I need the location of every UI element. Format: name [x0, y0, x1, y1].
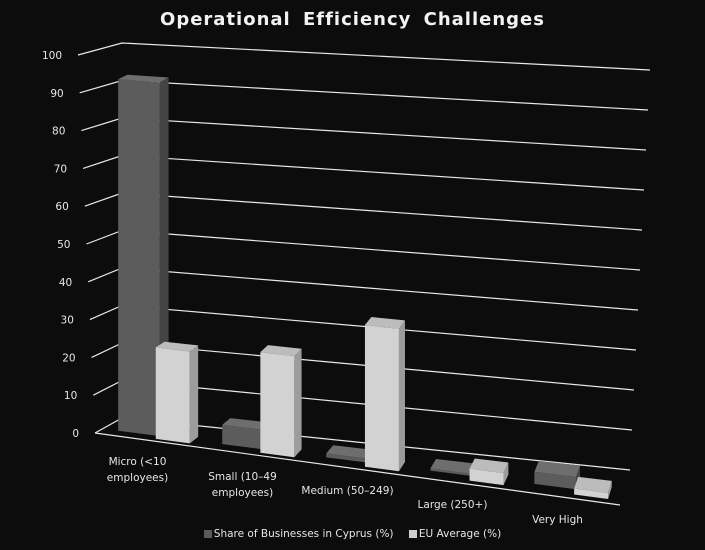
bar-top [430, 459, 478, 474]
x-tick-label: Very High [498, 512, 618, 528]
x-tick-label-line: Medium (50–249) [301, 485, 394, 497]
bar-top [155, 341, 199, 352]
x-tick-label-line: employees) [106, 472, 169, 485]
x-tick-label: Medium (50–249) [288, 483, 408, 499]
bar [326, 453, 368, 463]
bar-top [469, 458, 509, 474]
bar-side [608, 480, 612, 500]
y-tick-label: 80 [52, 126, 65, 138]
x-tick-label: Large (250+) [393, 497, 513, 513]
bar-side [398, 320, 405, 472]
gridline [87, 267, 639, 311]
bar [574, 488, 609, 500]
y-tick-label: 30 [61, 315, 74, 327]
x-tick-label-line: employees) [211, 486, 274, 499]
floor-front-edge [94, 432, 621, 506]
x-tick-label: Small (10–49 employees) [183, 469, 303, 501]
legend-swatch [203, 530, 212, 538]
bar-top [222, 418, 272, 431]
bar [260, 352, 295, 458]
bar [534, 471, 576, 490]
gridline [86, 229, 641, 271]
y-tick-label: 40 [59, 277, 72, 289]
legend-item-cyprus: Share of Businesses in Cyprus (%) [203, 528, 394, 540]
x-tick-label-line: Micro (<10 [108, 456, 167, 469]
chart-title: Operational Efficiency Challenges [160, 9, 545, 30]
y-tick-label: 100 [42, 50, 62, 62]
legend-item-eu: EU Average (%) [408, 528, 502, 540]
bar-side [503, 462, 509, 486]
y-tick-label: 0 [72, 428, 79, 440]
bar-top [326, 445, 375, 459]
x-tick-label: Micro (<10 employees) [78, 454, 198, 486]
bar-top [118, 74, 169, 83]
legend-label: Share of Businesses in Cyprus (%) [213, 528, 394, 540]
bar-top [574, 476, 612, 493]
y-tick-label: 70 [54, 163, 67, 175]
gridline [77, 42, 651, 71]
bar [364, 325, 399, 472]
x-tick-label-line: Large (250+) [417, 499, 488, 512]
bar-top [260, 345, 302, 357]
bar-side [294, 348, 302, 458]
x-tick-label-line: Very High [532, 513, 583, 526]
legend-label: EU Average (%) [418, 528, 502, 540]
y-tick-label: 60 [55, 201, 68, 213]
legend: Share of Businesses in Cyprus (%) EU Ave… [0, 528, 705, 540]
bar [222, 424, 264, 450]
bar-top [364, 317, 405, 329]
y-tick-label: 10 [64, 390, 77, 402]
y-tick-label: 50 [57, 239, 70, 251]
bar [155, 347, 190, 444]
bar [118, 79, 160, 437]
bar-side [189, 345, 199, 444]
bar [469, 468, 504, 486]
bar [430, 468, 472, 476]
bar-top [534, 460, 581, 478]
legend-swatch [408, 530, 417, 538]
y-tick-label: 90 [50, 88, 63, 100]
y-tick-label: 20 [62, 352, 75, 364]
x-tick-label-line: Small (10–49 [208, 470, 277, 483]
